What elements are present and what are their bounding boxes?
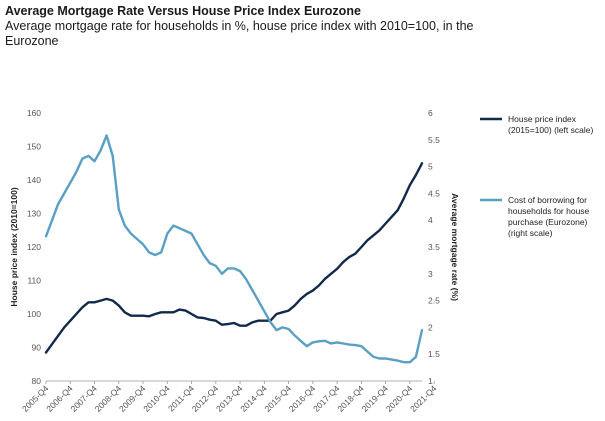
legend-label: House price index (2015=100) (left scale) [508,114,593,135]
mortgage-rate-line [44,134,424,364]
left-axis-title: House price index (2010=100) [9,187,19,306]
chart-subtitle: Average mortgage rate for households in … [5,19,474,48]
left-tick-label: 160 [27,108,41,118]
right-tick-label: 5.5 [428,135,440,145]
right-tick-label: 4.5 [428,188,440,198]
left-tick-label: 130 [27,209,41,219]
left-tick-label: 120 [27,242,41,252]
left-tick-label: 140 [27,175,41,185]
x-axis-ticks: 2005-Q42006-Q42007-Q42008-Q42009-Q42010-… [20,381,439,414]
left-axis-ticks: 80 90 100 110 120 130 140 150 160 [27,108,41,386]
right-tick-label: 3.5 [428,242,440,252]
left-tick-label: 110 [27,276,41,286]
right-tick-label: 3 [428,269,433,279]
right-axis-ticks: 1 1.5 2 2.5 3 3.5 4 4.5 5 5.5 6 [428,108,440,386]
x-tick-label: 2021-Q4 [408,383,439,414]
left-tick-label: 90 [32,343,42,353]
right-tick-label: 5 [428,162,433,172]
right-tick-label: 2 [428,322,433,332]
chart-title: Average Mortgage Rate Versus House Price… [5,4,361,18]
left-tick-label: 150 [27,142,41,152]
right-tick-label: 1 [428,376,433,386]
right-tick-label: 2.5 [428,296,440,306]
left-tick-label: 100 [27,309,41,319]
right-tick-label: 4 [428,215,433,225]
right-axis-title: Average mortgage rate (%) [450,193,460,301]
house-price-index-line [44,162,424,354]
right-tick-label: 6 [428,108,433,118]
series-lines [44,134,424,364]
x-tick-label: 2010-Q4 [141,383,172,414]
right-tick-label: 1.5 [428,349,440,359]
legend-label: Cost of borrowing for households for hous… [508,195,590,238]
legend: House price index (2015=100) (left scale)… [480,114,593,238]
left-tick-label: 80 [32,376,42,386]
